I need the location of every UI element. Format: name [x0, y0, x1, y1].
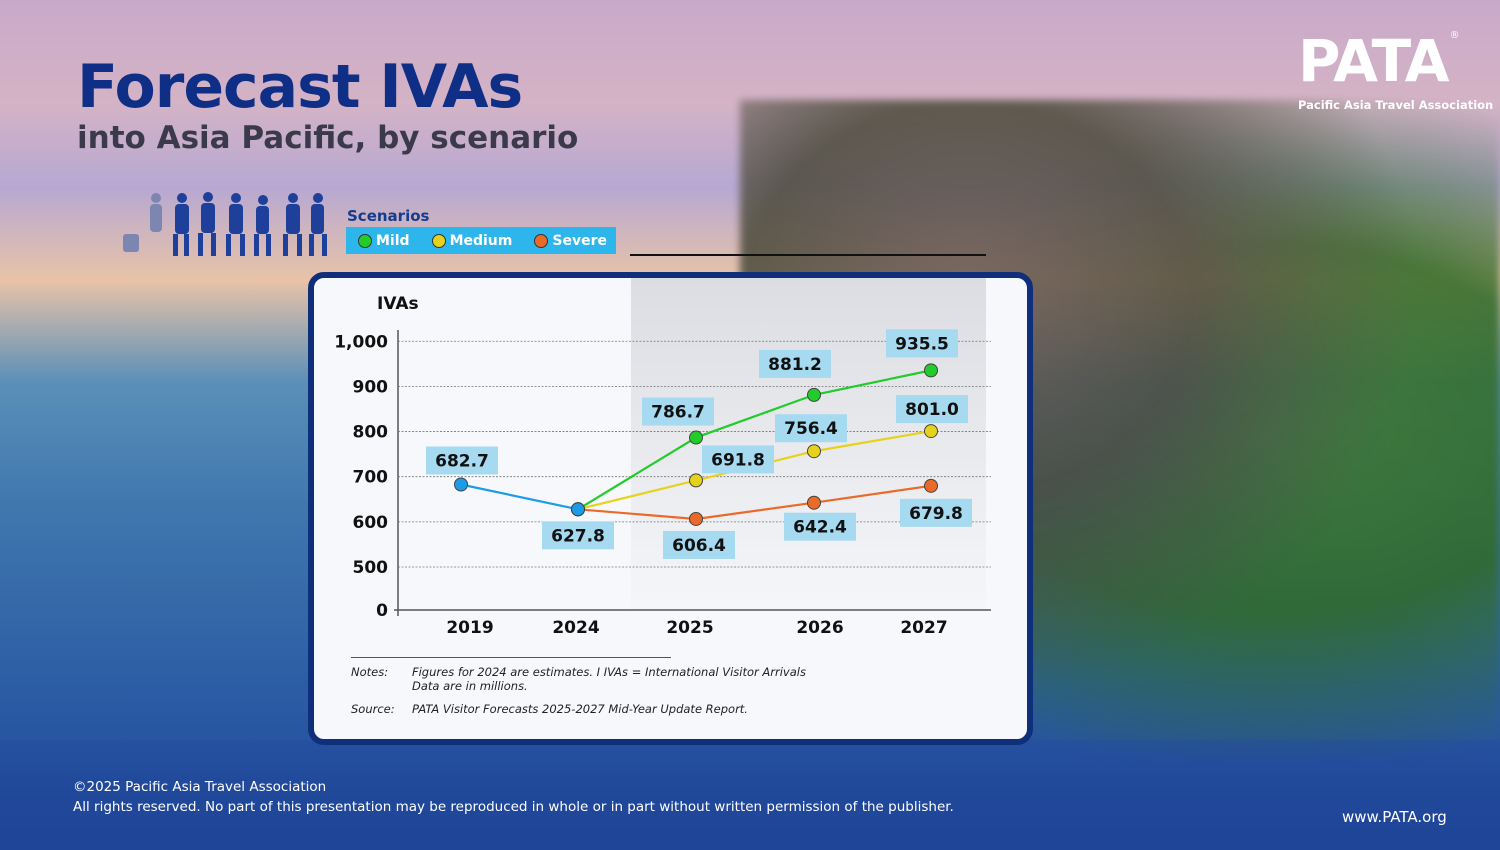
series-line-severe	[577, 484, 932, 521]
legend-item-medium: Medium	[431, 232, 513, 249]
data-point	[924, 478, 938, 493]
series-line-baseline	[460, 483, 579, 511]
data-point	[924, 424, 938, 439]
data-point	[454, 477, 468, 492]
data-label: 801.0	[905, 400, 959, 420]
copyright: ©2025 Pacific Asia Travel Association Al…	[73, 777, 954, 817]
legend-dot-medium	[431, 233, 446, 248]
data-label: 679.8	[909, 504, 963, 524]
data-point	[689, 473, 703, 488]
source-text: PATA Visitor Forecasts 2025-2027 Mid-Yea…	[412, 702, 748, 716]
data-label: 682.7	[435, 452, 489, 472]
data-label: 935.5	[895, 334, 949, 354]
y-tick-label: 800	[353, 423, 389, 443]
data-label: 881.2	[768, 355, 822, 375]
copyright-line: ©2025 Pacific Asia Travel Association	[73, 779, 327, 795]
data-label-box	[886, 329, 958, 358]
x-tick-label: 2019	[446, 618, 493, 638]
data-point	[924, 363, 938, 378]
legend-item-mild: Mild	[358, 233, 410, 249]
data-label: 756.4	[784, 419, 838, 439]
website-link[interactable]: www.PATA.org	[1342, 808, 1447, 826]
page-subtitle: into Asia Pacific, by scenario	[77, 120, 579, 156]
data-label-box	[775, 414, 847, 443]
logo-row: PATA ®	[1298, 26, 1493, 96]
y-tick-label: 900	[353, 377, 389, 397]
page-title: Forecast IVAs	[77, 52, 523, 122]
registered-mark: ®	[1449, 30, 1460, 41]
logo-mark: PATA	[1298, 27, 1450, 95]
logo-name: Pacific Asia Travel Association	[1298, 98, 1494, 112]
background-band	[0, 740, 1500, 850]
data-point	[571, 502, 585, 517]
legend-dot-severe	[534, 233, 549, 248]
legend-label: Mild	[376, 232, 410, 249]
legend-title: Scenarios	[347, 207, 430, 225]
y-tick-label: 0	[376, 601, 388, 621]
y-tick-label: 700	[353, 468, 389, 488]
notes-line-1: Figures for 2024 are estimates. I IVAs =…	[412, 665, 806, 679]
data-point	[689, 511, 703, 526]
data-point	[689, 430, 703, 445]
x-tick-label: 2027	[900, 618, 947, 638]
data-label: 642.4	[793, 518, 847, 538]
data-label-box	[784, 512, 856, 541]
notes-label: Notes:	[351, 665, 389, 679]
data-label-box	[759, 349, 831, 378]
data-point	[807, 495, 821, 510]
pata-logo: PATA ® Pacific Asia Travel Association	[1298, 26, 1493, 112]
source-label: Source:	[351, 702, 395, 716]
notes-divider	[351, 657, 671, 658]
data-label-box	[702, 445, 774, 474]
legend-item-severe: Severe	[534, 233, 607, 249]
chart-legend: Mild Medium Severe	[346, 227, 616, 254]
data-label-box	[663, 530, 735, 559]
data-point	[807, 444, 821, 459]
series-line-mild	[577, 369, 932, 511]
legend-dot-mild	[358, 233, 372, 248]
data-label: 606.4	[672, 536, 726, 556]
legend-label: Severe	[552, 232, 607, 249]
data-label-box	[900, 498, 972, 527]
data-label: 691.8	[711, 450, 765, 470]
decorative-line	[630, 254, 986, 256]
x-tick-label: 2024	[552, 618, 599, 638]
data-label-box	[426, 446, 498, 475]
x-tick-label: 2026	[796, 618, 843, 638]
data-label-box	[896, 395, 968, 424]
data-label: 627.8	[551, 526, 605, 546]
data-point	[807, 387, 821, 402]
x-tick-label: 2025	[666, 618, 713, 638]
legend-label: Medium	[449, 232, 513, 249]
y-tick-label: 1,000	[334, 332, 388, 352]
data-label: 786.7	[651, 403, 705, 423]
travelers-silhouette-icon	[123, 192, 327, 256]
y-tick-label: 500	[353, 558, 389, 578]
notes-line-2: Data are in millions.	[412, 679, 528, 693]
rights-line: All rights reserved. No part of this pre…	[73, 799, 954, 815]
y-axis-label: IVAs	[377, 294, 419, 314]
data-label-box	[542, 521, 614, 550]
data-label-box	[642, 397, 714, 426]
y-tick-label: 600	[353, 513, 389, 533]
